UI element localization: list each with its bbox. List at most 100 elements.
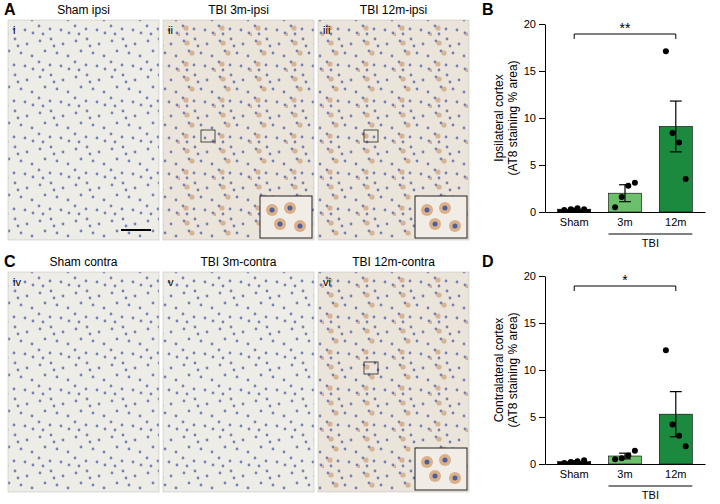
inset-cell	[449, 220, 461, 232]
inset	[415, 196, 467, 238]
data-point	[619, 455, 625, 461]
inset-nucleus	[433, 474, 438, 479]
data-point	[663, 347, 669, 353]
y-tick: 0	[530, 206, 545, 218]
data-point	[632, 180, 638, 186]
y-tick: 10	[524, 364, 545, 376]
plot-area	[558, 48, 693, 212]
data-point	[568, 459, 574, 464]
y-axis-title-line: Contralateral cortex	[492, 318, 506, 423]
micrograph-image	[318, 20, 469, 240]
y-tick-label: 20	[524, 270, 536, 282]
image-caption: Sham ipsi	[57, 3, 110, 17]
data-point	[625, 183, 631, 189]
y-tick-mark	[539, 71, 545, 72]
micrograph	[8, 272, 159, 492]
data-point	[676, 139, 682, 145]
y-tick: 0	[530, 458, 545, 470]
y-axis-title: Contralateral cortex(AT8 staining % area…	[492, 312, 520, 427]
x-axis-line	[546, 212, 706, 213]
significance-label: **	[620, 20, 631, 36]
x-tick: Sham	[560, 212, 589, 228]
inset-nucleus	[298, 224, 303, 229]
y-axis: 0 5 10 15 20	[524, 270, 546, 470]
micrograph-image	[8, 20, 159, 240]
y-tick-label: 10	[524, 112, 536, 124]
group-label: TBI	[642, 489, 659, 501]
x-tick: 3m	[617, 212, 632, 228]
y-tick-label: 0	[530, 206, 536, 218]
x-axis-line	[546, 464, 706, 465]
y-tick-mark	[539, 212, 545, 213]
data-point	[663, 48, 669, 54]
x-tick-label: 12m	[665, 216, 686, 228]
image-numeral: ii	[168, 24, 173, 36]
data-point	[581, 206, 587, 212]
x-tick: 3m	[617, 464, 632, 480]
y-tick-label: 5	[530, 411, 536, 423]
data-point	[561, 207, 567, 212]
error-bar	[670, 392, 682, 437]
y-tick: 10	[524, 112, 545, 124]
inset-nucleus	[433, 222, 438, 227]
inset-marker	[364, 130, 378, 142]
data-point	[575, 458, 581, 464]
inset-cell	[449, 472, 461, 484]
panel-letter: D	[482, 253, 494, 270]
y-tick-mark	[539, 464, 545, 465]
data-point	[568, 206, 574, 212]
y-tick-mark	[539, 118, 545, 119]
inset-cell	[421, 204, 433, 216]
inset-nucleus	[443, 206, 448, 211]
image-caption: TBI 3m-ipsi	[208, 3, 269, 17]
group-line	[608, 486, 692, 487]
inset-cell	[439, 454, 451, 466]
data-point	[683, 176, 689, 182]
y-tick-label: 10	[524, 364, 536, 376]
y-tick-mark	[539, 370, 545, 371]
image-numeral: i	[13, 24, 15, 36]
y-tick-label: 0	[530, 458, 536, 470]
data-point	[612, 456, 618, 462]
inset-nucleus	[425, 208, 430, 213]
inset-nucleus	[270, 208, 275, 213]
data-point	[676, 433, 682, 439]
y-axis-title-line: Ipsilateral cortex	[492, 74, 506, 161]
data-point	[575, 205, 581, 211]
data-point	[581, 457, 587, 463]
error-line	[675, 101, 676, 152]
image-caption: TBI 3m-contra	[200, 255, 276, 269]
micrograph	[318, 20, 469, 240]
x-tick-label: Sham	[560, 468, 589, 480]
inset-cell	[429, 218, 441, 230]
y-tick-label: 15	[524, 317, 536, 329]
image-numeral: iv	[13, 276, 21, 288]
micrograph	[163, 20, 314, 240]
micrograph	[163, 272, 314, 492]
y-tick-mark	[539, 165, 545, 166]
data-point	[669, 130, 675, 136]
inset-nucleus	[453, 224, 458, 229]
inset-cell	[421, 456, 433, 468]
significance-label: *	[622, 272, 628, 288]
inset-cell	[429, 470, 441, 482]
scale-bar	[121, 229, 151, 231]
inset-cell	[266, 204, 278, 216]
y-axis-line	[545, 25, 546, 213]
y-tick: 15	[524, 317, 545, 329]
y-axis-title-line: (AT8 staining % area)	[506, 312, 520, 427]
micrograph-image	[318, 272, 469, 492]
group-line	[608, 234, 692, 235]
image-caption: TBI 12m-contra	[352, 255, 435, 269]
image-numeral: vi	[323, 276, 331, 288]
error-cap	[670, 100, 682, 101]
inset	[415, 448, 467, 490]
data-point	[683, 443, 689, 449]
x-tick-label: 12m	[665, 468, 686, 480]
image-numeral: v	[168, 276, 174, 288]
inset-nucleus	[288, 206, 293, 211]
y-axis-title-line: (AT8 staining % area)	[506, 60, 520, 175]
image-numeral: iii	[323, 24, 330, 36]
inset-cell	[439, 202, 451, 214]
y-axis-title: Ipsilateral cortex(AT8 staining % area)	[492, 60, 520, 175]
